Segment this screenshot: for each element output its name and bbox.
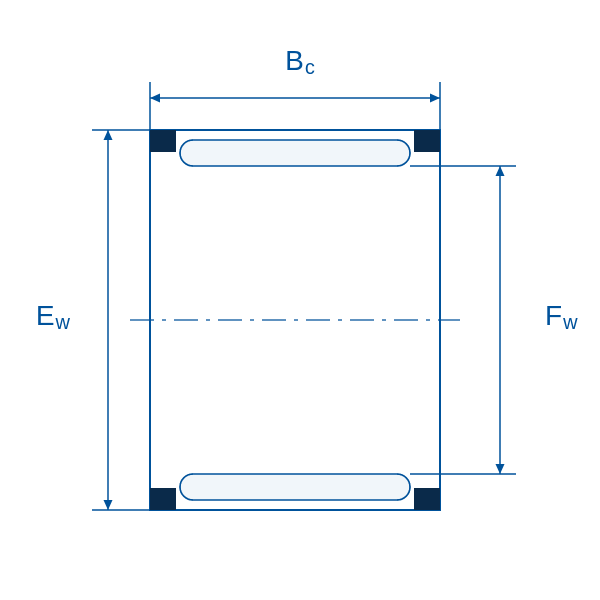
roller-bottom (180, 474, 410, 500)
corner-block-bl (150, 488, 176, 510)
corner-block-br (414, 488, 440, 510)
corner-block-tr (414, 130, 440, 152)
roller-top (180, 140, 410, 166)
corner-block-tl (150, 130, 176, 152)
